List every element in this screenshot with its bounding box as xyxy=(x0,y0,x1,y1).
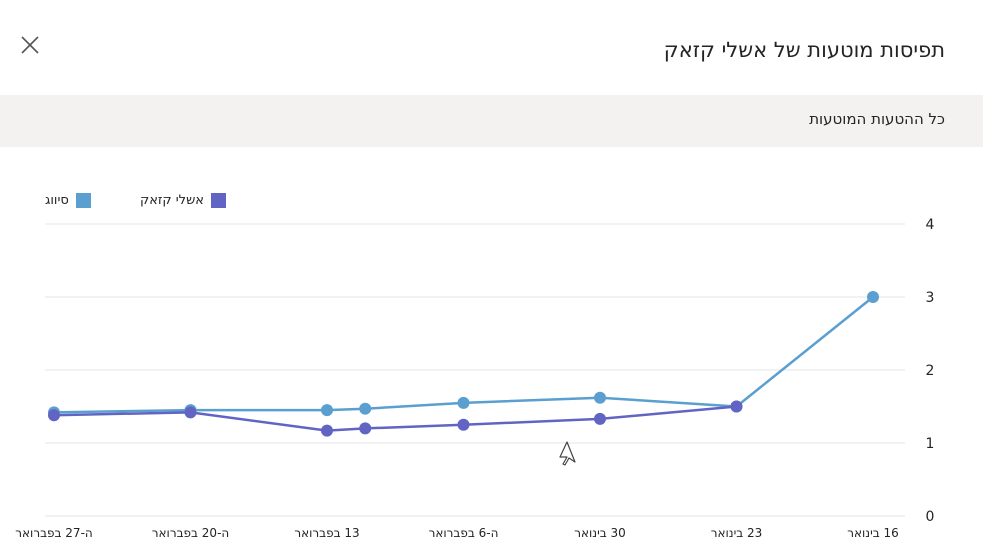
section-title: כל ההטעות המוטעות xyxy=(809,110,945,128)
data-point-s0-5[interactable] xyxy=(321,404,333,417)
x-tick-label-3: ה-6 בפברואר xyxy=(429,526,499,540)
data-point-s1-4[interactable] xyxy=(321,424,333,437)
data-point-s0-3[interactable] xyxy=(457,396,470,409)
close-icon xyxy=(21,36,39,54)
data-point-s0-2[interactable] xyxy=(594,391,606,404)
data-point-s1-1[interactable] xyxy=(594,412,606,425)
x-tick-label-5: ה-20 בפברואר xyxy=(152,526,229,540)
close-button[interactable] xyxy=(18,33,42,57)
x-tick-label-2: 30 בינואר xyxy=(574,526,626,540)
data-point-s1-6[interactable] xyxy=(48,409,60,422)
legend-label-student: אשלי קזאק xyxy=(140,192,204,208)
page-title: תפיסות מוטעות של אשלי קזאק xyxy=(663,38,945,62)
x-tick-label-4: 13 בפברואר xyxy=(294,526,359,540)
y-tick-label-1: 1 xyxy=(926,436,935,452)
y-tick-label-4: 4 xyxy=(926,217,935,233)
data-point-s1-5[interactable] xyxy=(184,406,197,419)
x-tick-label-0: 16 בינואר xyxy=(847,526,899,540)
y-tick-label-3: 3 xyxy=(926,290,935,306)
legend-item-student[interactable]: אשלי קזאק xyxy=(140,190,226,210)
legend-item-class[interactable]: סיווג xyxy=(45,190,91,210)
data-point-s0-0[interactable] xyxy=(867,291,879,303)
legend-swatch-class xyxy=(75,192,91,208)
section-header: כל ההטעות המוטעות xyxy=(0,95,983,147)
series-line-0 xyxy=(53,296,874,414)
legend-swatch-student xyxy=(210,192,226,208)
mouse-cursor-icon xyxy=(559,441,576,466)
data-point-s1-3[interactable] xyxy=(359,422,372,435)
legend-label-class: סיווג xyxy=(45,192,69,208)
data-point-s0-4[interactable] xyxy=(359,402,372,415)
x-tick-label-6: ה-27 בפברואר xyxy=(15,526,92,540)
y-tick-label-0: 0 xyxy=(926,509,935,525)
x-tick-label-1: 23 בינואר xyxy=(711,526,763,540)
y-tick-label-2: 2 xyxy=(926,363,935,379)
data-point-s1-0[interactable] xyxy=(730,400,743,413)
data-point-s1-2[interactable] xyxy=(457,418,470,431)
